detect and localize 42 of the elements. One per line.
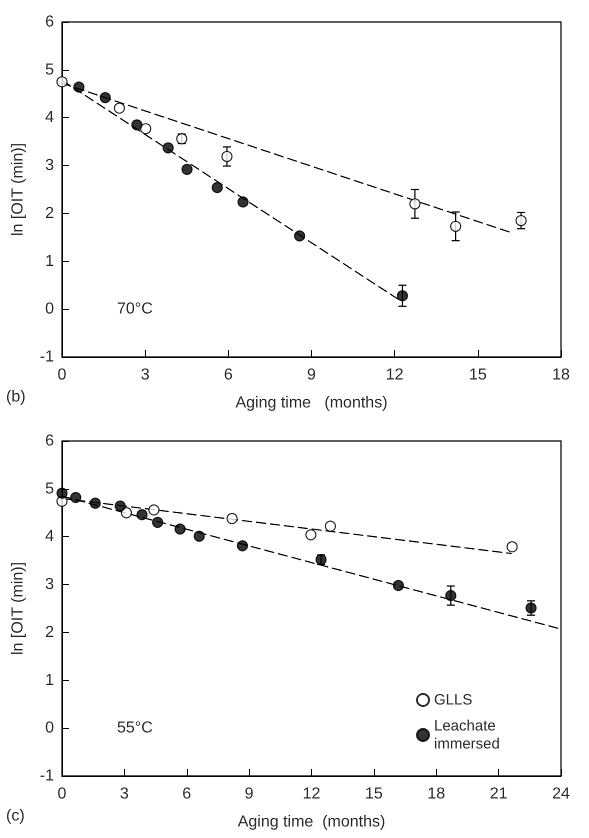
x-tick-label: 15 <box>364 786 383 802</box>
x-tick-label: 9 <box>307 366 316 384</box>
y-tick-label: 5 <box>45 61 54 78</box>
x-tick-label: 12 <box>386 366 404 384</box>
y-tick-label: 0 <box>45 720 54 737</box>
y-tick-label: 6 <box>45 14 54 30</box>
y-tick-label: 4 <box>45 528 54 546</box>
y-tick-label: 6 <box>45 432 54 450</box>
y-tick-label: 5 <box>45 480 54 498</box>
y-axis-title: ln [OIT (min)] <box>10 142 26 236</box>
x-tick-label: 18 <box>552 366 570 384</box>
x-tick-label: 3 <box>120 786 129 802</box>
y-tick-label: 0 <box>45 300 54 318</box>
legend-label: Leachate immersed <box>434 718 500 752</box>
x-tick-label: 21 <box>490 786 508 802</box>
y-tick-label: 1 <box>45 252 54 270</box>
y-tick-label: 3 <box>45 576 54 594</box>
x-tick-label: 6 <box>224 366 233 384</box>
annotation: 55°C <box>117 720 153 736</box>
x-tick-label: 18 <box>427 786 446 802</box>
x-axis-title: Aging time (months) <box>235 394 388 412</box>
y-tick-label: 4 <box>45 109 54 126</box>
annotation: 70°C <box>117 300 153 318</box>
y-tick-label: 2 <box>45 624 54 641</box>
legend-label: GLLS <box>434 692 472 708</box>
x-tick-label: 3 <box>140 366 150 384</box>
x-tick-label: 9 <box>244 786 254 802</box>
x-tick-label: 12 <box>302 786 320 802</box>
x-tick-label: 24 <box>552 786 570 802</box>
y-tick-label: 1 <box>45 672 54 689</box>
x-tick-label: 0 <box>58 786 67 802</box>
y-tick-label: 3 <box>45 157 54 174</box>
text: (b) <box>6 388 26 406</box>
x-axis-title: Aging time (months) <box>238 814 386 830</box>
x-tick-label: 0 <box>58 366 67 384</box>
x-tick-label: 6 <box>182 786 192 802</box>
y-tick-label: -1 <box>40 348 54 366</box>
x-tick-label: 15 <box>468 366 487 384</box>
y-axis-title: ln [OIT (min)] <box>10 562 26 656</box>
text: (c) <box>6 808 25 824</box>
y-tick-label: 2 <box>45 204 54 222</box>
y-tick-label: -1 <box>40 768 54 784</box>
